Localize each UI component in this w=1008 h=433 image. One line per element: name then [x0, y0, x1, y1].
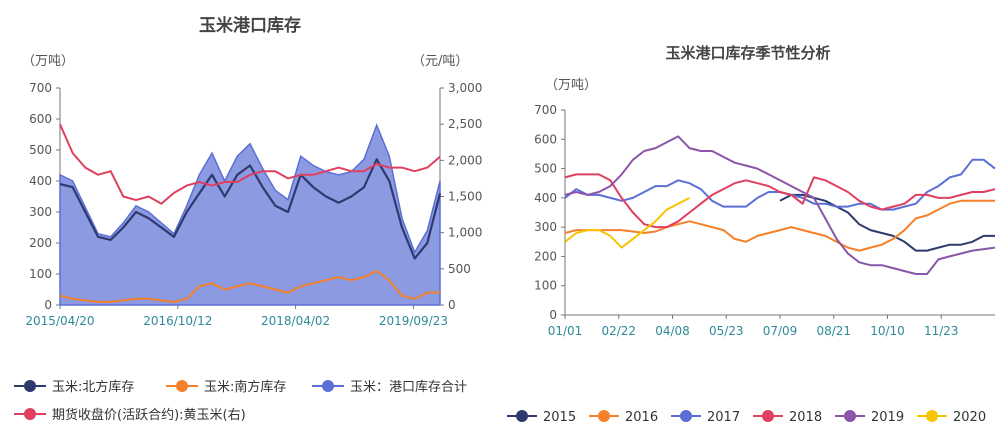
right-y-tick-label: 1,000 — [448, 226, 482, 240]
right-chart-y-tick-label: 400 — [534, 191, 557, 205]
right-y-tick-label: 0 — [448, 298, 456, 312]
legend-swatch-marker — [24, 408, 36, 420]
legend-swatch-marker — [762, 410, 774, 422]
legend-label: 2015 — [543, 410, 576, 425]
right-chart-x-tick-label: 04/08 — [655, 324, 690, 338]
series-total-area — [59, 123, 441, 306]
left-y-tick-label: 300 — [29, 205, 52, 219]
right-chart-x-tick-labels: 01/01 02/22 04/08 05/23 07/09 08/21 10/10 11/23 — [548, 324, 959, 338]
legend-label: 2019 — [871, 410, 904, 425]
left-y-tick-labels: 0 100 200 300 400 500 600 700 — [29, 81, 52, 312]
season-line-2018 — [564, 173, 996, 229]
left-chart: 玉米港口库存 （万吨） （元/吨） 0 100 200 300 400 500 600 700… — [22, 15, 482, 328]
legend-label: 2016 — [625, 410, 658, 425]
left-x-tick-labels: 2015/04/20 2016/10/12 2018/04/02 2019/09/23 — [25, 314, 448, 328]
season-line-2020 — [564, 197, 690, 249]
right-chart: 玉米港口库存季节性分析 （万吨） 0100200300400500600700 … — [534, 44, 996, 338]
legend-swatch-marker — [516, 410, 528, 422]
left-chart-title: 玉米港口库存 — [199, 15, 301, 36]
legend-swatch-marker — [322, 380, 334, 392]
left-y-tick-label: 400 — [29, 174, 52, 188]
legend-label: 期货收盘价(活跃合约):黄玉米(右) — [52, 407, 246, 423]
right-legend: 2015 2016 2017 2018 2019 2020 — [507, 410, 986, 425]
right-chart-x-tick-label: 01/01 — [548, 324, 583, 338]
left-y-tick-label: 0 — [44, 298, 52, 312]
legend-swatch-marker — [680, 410, 692, 422]
right-chart-y-tick-label: 100 — [534, 279, 557, 293]
right-chart-y-tick-label: 0 — [549, 308, 557, 322]
right-y-axis-label: （元/吨） — [412, 54, 468, 69]
legend-swatch-marker — [24, 380, 36, 392]
right-chart-y-axis-label: （万吨） — [545, 78, 597, 93]
right-chart-x-tick-label: 07/09 — [763, 324, 798, 338]
right-chart-series — [564, 135, 996, 275]
series-futures-price-line — [59, 123, 441, 205]
right-chart-y-tick-label: 500 — [534, 162, 557, 176]
legend-label: 玉米:南方库存 — [204, 379, 286, 395]
left-legend: 玉米:北方库存 玉米:南方库存 玉米：港口库存合计期货收盘价(活跃合约):黄玉米(右… — [14, 379, 467, 423]
legend-swatch-marker — [844, 410, 856, 422]
series-north-line — [59, 158, 442, 260]
legend-swatch-marker — [176, 380, 188, 392]
left-x-tick-label: 2018/04/02 — [261, 314, 330, 328]
legend-label: 2018 — [789, 410, 822, 425]
left-y-tick-label: 700 — [29, 81, 52, 95]
left-x-tick-label: 2019/09/23 — [379, 314, 448, 328]
right-y-tick-label: 1,500 — [448, 190, 482, 204]
right-chart-axes — [561, 109, 995, 319]
right-chart-y-tick-label: 300 — [534, 220, 557, 234]
left-x-tick-label: 2016/10/12 — [143, 314, 212, 328]
legend-label: 玉米：港口库存合计 — [350, 379, 467, 395]
series-south-line — [59, 269, 440, 303]
left-y-tick-label: 600 — [29, 112, 52, 126]
left-y-tick-label: 500 — [29, 143, 52, 157]
left-x-tick-label: 2015/04/20 — [25, 314, 94, 328]
legend-label: 2020 — [953, 410, 986, 425]
right-chart-y-tick-label: 200 — [534, 249, 557, 263]
right-y-tick-label: 2,000 — [448, 153, 482, 167]
season-line-2019 — [564, 135, 996, 275]
left-y-tick-label: 200 — [29, 236, 52, 250]
right-chart-y-tick-label: 700 — [534, 103, 557, 117]
right-chart-x-tick-label: 08/21 — [816, 324, 851, 338]
right-y-tick-labels: 0 500 1,000 1,500 2,000 2,500 3,000 — [448, 81, 482, 312]
right-y-tick-label: 500 — [448, 262, 471, 276]
legend-swatch-marker — [926, 410, 938, 422]
right-chart-title: 玉米港口库存季节性分析 — [665, 44, 830, 62]
right-chart-x-tick-label: 02/22 — [601, 324, 636, 338]
legend-label: 2017 — [707, 410, 740, 425]
right-chart-y-tick-labels: 0 100 200 300 400 500 600 700 — [534, 103, 557, 322]
season-line-2016 — [564, 199, 995, 252]
right-chart-y-tick-label: 600 — [534, 132, 557, 146]
right-y-tick-label: 2,500 — [448, 117, 482, 131]
season-line-2015 — [779, 193, 995, 252]
legend-swatch-marker — [598, 410, 610, 422]
right-chart-x-tick-label: 10/10 — [870, 324, 905, 338]
season-line-2017 — [564, 158, 996, 211]
right-chart-x-tick-label: 11/23 — [924, 324, 959, 338]
left-y-tick-label: 100 — [29, 267, 52, 281]
right-y-tick-label: 3,000 — [448, 81, 482, 95]
right-chart-x-tick-label: 05/23 — [709, 324, 744, 338]
left-chart-series — [59, 123, 442, 306]
left-y-axis-label: （万吨） — [22, 54, 74, 69]
legend-label: 玉米:北方库存 — [52, 379, 134, 395]
